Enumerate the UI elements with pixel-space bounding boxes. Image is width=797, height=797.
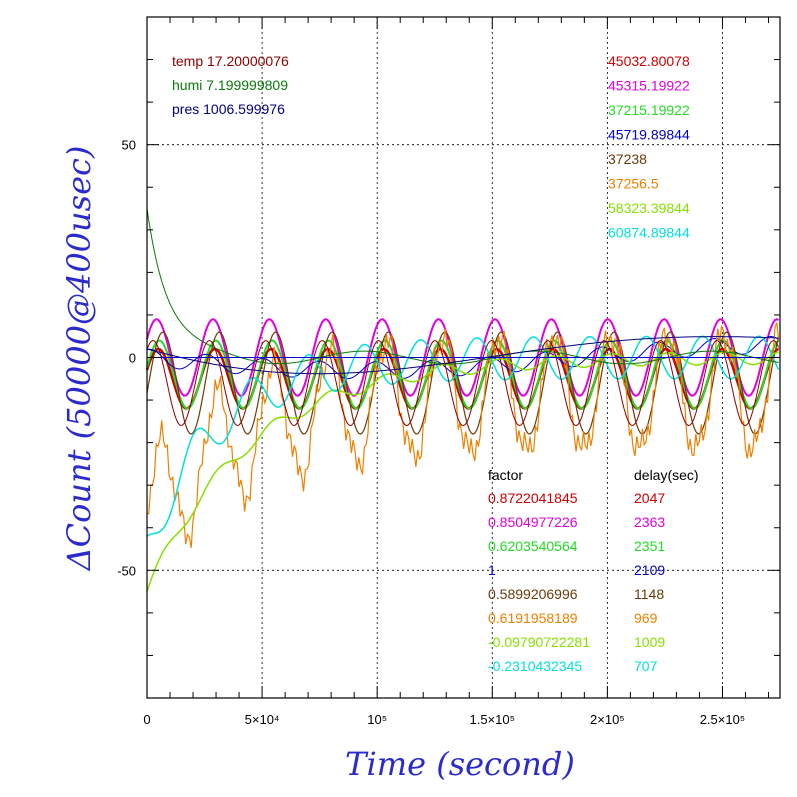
baseline-value: 37215.19922 (608, 102, 690, 118)
baseline-value: 37238 (608, 151, 647, 167)
factor-value: -0.2310432345 (488, 658, 582, 674)
factor-value: 0.5899206996 (488, 586, 578, 602)
x-tick-label: 0 (143, 712, 150, 727)
series-line (146, 335, 779, 380)
baseline-values: 45032.80078 45315.19922 37215.19922 45719.8… (608, 53, 690, 241)
baseline-value: 45032.80078 (608, 53, 690, 69)
delay-value: 2109 (634, 562, 665, 578)
delay-value: 969 (634, 610, 658, 626)
factor-value: 0.8504977226 (488, 514, 578, 530)
x-tick-label: 2×10⁵ (590, 712, 625, 727)
factor-value: 1 (488, 562, 496, 578)
x-tick-label: 5×10⁴ (245, 712, 280, 727)
baseline-value: 37256.5 (608, 176, 659, 192)
env-readout: temp 17.20000076 (172, 53, 289, 69)
series-line (146, 322, 780, 548)
baseline-value: 60874.89844 (608, 225, 690, 241)
tick-labels: 0 5×10⁴ 10⁵ 1.5×10⁵ 2×10⁵ 2.5×10⁵ 50 0 -50 (117, 138, 745, 727)
factor-value: 0.6203540564 (488, 538, 578, 554)
series-line (146, 351, 779, 592)
x-tick-label: 1.5×10⁵ (470, 712, 516, 727)
series-line (146, 339, 780, 410)
x-tick-label: 2.5×10⁵ (700, 712, 746, 727)
baseline-value: 58323.39844 (608, 200, 690, 216)
factor-value: 0.8722041845 (488, 490, 578, 506)
baseline-value: 45315.19922 (608, 78, 690, 94)
factor-value: -0.09790722281 (488, 634, 590, 650)
factor-header: factor (488, 467, 523, 483)
factor-delay-table: factor delay(sec) 0.8722041845 2047 0.850497… (488, 467, 699, 674)
delay-value: 2351 (634, 538, 665, 554)
x-axis-title: Time (second) (345, 745, 575, 783)
delay-header: delay(sec) (634, 467, 699, 483)
x-tick-label: 10⁵ (367, 712, 387, 727)
series-curves (145, 208, 780, 592)
delay-value: 1148 (634, 586, 664, 602)
env-readout: pres 1006.599976 (172, 101, 285, 117)
env-readout: humi 7.199999809 (172, 77, 288, 93)
delay-value: 2047 (634, 490, 665, 506)
delay-value: 707 (634, 658, 658, 674)
baseline-value: 45719.89844 (608, 127, 690, 143)
delay-value: 1009 (634, 634, 665, 650)
environment-readout: temp 17.20000076 humi 7.199999809 pres 100… (172, 53, 289, 117)
y-tick-label: -50 (117, 563, 136, 578)
y-axis-title: ΔCount (50000@400usec) (60, 146, 98, 573)
series-line (146, 336, 779, 375)
y-tick-label: 50 (122, 138, 136, 153)
axis-ticks (146, 16, 780, 698)
y-tick-label: 0 (129, 351, 136, 366)
series-line (146, 331, 780, 435)
factor-value: 0.6191958189 (488, 610, 578, 626)
series-line (146, 339, 780, 427)
delay-value: 2363 (634, 514, 665, 530)
series-line (146, 208, 779, 365)
